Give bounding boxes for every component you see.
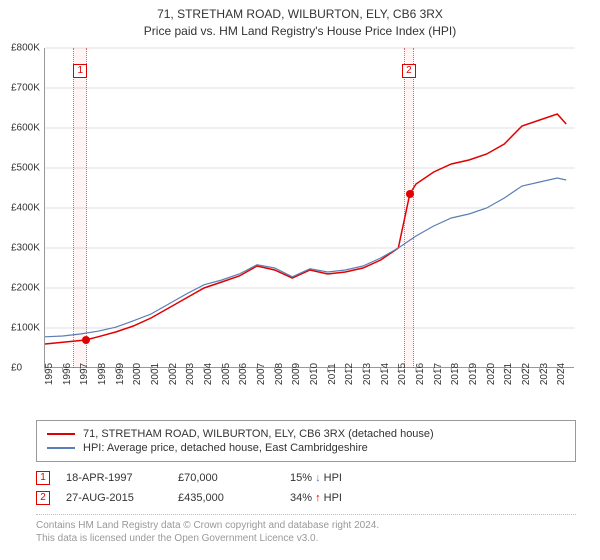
x-tick-label: 1997: [79, 362, 90, 384]
sale-dot: [406, 190, 414, 198]
x-tick-label: 2023: [539, 362, 550, 384]
x-tick-label: 2015: [397, 362, 408, 384]
sales-table: 1 18-APR-1997 £70,000 15% ↓ HPI 2 27-AUG-2015…: [36, 468, 576, 508]
x-tick-label: 2018: [450, 362, 461, 384]
x-tick-label: 2002: [168, 362, 179, 384]
x-tick-label: 2006: [238, 362, 249, 384]
footer-line1: Contains HM Land Registry data © Crown c…: [36, 519, 576, 532]
series-line-hpi: [45, 178, 566, 337]
footer-line2: This data is licensed under the Open Gov…: [36, 532, 576, 545]
legend: 71, STRETHAM ROAD, WILBURTON, ELY, CB6 3…: [36, 420, 576, 462]
x-tick-label: 2013: [362, 362, 373, 384]
y-tick-label: £400K: [11, 202, 40, 213]
x-tick-label: 2004: [203, 362, 214, 384]
sale-marker: 2: [402, 64, 416, 78]
x-tick-label: 2021: [503, 362, 514, 384]
hpi-arrow-icon: ↓: [315, 472, 321, 484]
chart-area: £0£100K£200K£300K£400K£500K£600K£700K£80…: [36, 48, 596, 408]
x-tick-label: 2017: [433, 362, 444, 384]
y-tick-label: £800K: [11, 42, 40, 53]
sales-row: 1 18-APR-1997 £70,000 15% ↓ HPI: [36, 468, 576, 488]
legend-label: 71, STRETHAM ROAD, WILBURTON, ELY, CB6 3…: [83, 428, 434, 440]
sale-shade: [73, 48, 87, 368]
footer-attribution: Contains HM Land Registry data © Crown c…: [36, 514, 576, 545]
sale-hpi-delta: 34% ↑ HPI: [290, 492, 386, 504]
x-tick-label: 2019: [468, 362, 479, 384]
y-tick-label: £500K: [11, 162, 40, 173]
hpi-arrow-icon: ↑: [315, 492, 321, 504]
x-tick-label: 2010: [309, 362, 320, 384]
x-tick-label: 2012: [344, 362, 355, 384]
plot-region: £0£100K£200K£300K£400K£500K£600K£700K£80…: [44, 48, 574, 368]
sale-marker-ref: 2: [36, 491, 50, 505]
y-tick-label: £700K: [11, 82, 40, 93]
title-subtitle: Price paid vs. HM Land Registry's House …: [0, 23, 600, 40]
x-tick-label: 1996: [62, 362, 73, 384]
y-tick-label: £200K: [11, 282, 40, 293]
x-tick-label: 2008: [274, 362, 285, 384]
x-tick-label: 1999: [115, 362, 126, 384]
y-tick-label: £0: [11, 362, 22, 373]
x-tick-label: 2003: [185, 362, 196, 384]
sale-date: 27-AUG-2015: [66, 492, 162, 504]
x-tick-label: 2005: [221, 362, 232, 384]
sale-dot: [82, 336, 90, 344]
x-tick-label: 2016: [415, 362, 426, 384]
title-address: 71, STRETHAM ROAD, WILBURTON, ELY, CB6 3…: [0, 6, 600, 23]
sale-marker-ref: 1: [36, 471, 50, 485]
sale-price: £435,000: [178, 492, 274, 504]
legend-row: HPI: Average price, detached house, East…: [47, 441, 565, 455]
legend-row: 71, STRETHAM ROAD, WILBURTON, ELY, CB6 3…: [47, 427, 565, 441]
y-tick-label: £300K: [11, 242, 40, 253]
sale-marker: 1: [73, 64, 87, 78]
x-tick-label: 2001: [150, 362, 161, 384]
legend-label: HPI: Average price, detached house, East…: [83, 442, 368, 454]
chart-titles: 71, STRETHAM ROAD, WILBURTON, ELY, CB6 3…: [0, 0, 600, 48]
x-tick-label: 1995: [44, 362, 55, 384]
legend-swatch: [47, 447, 75, 449]
legend-swatch: [47, 433, 75, 435]
x-tick-label: 2007: [256, 362, 267, 384]
series-line-price_paid: [45, 114, 566, 344]
sale-hpi-delta: 15% ↓ HPI: [290, 472, 386, 484]
x-tick-label: 2022: [521, 362, 532, 384]
y-tick-label: £100K: [11, 322, 40, 333]
sale-price: £70,000: [178, 472, 274, 484]
sale-shade: [404, 48, 415, 368]
x-tick-label: 2009: [291, 362, 302, 384]
sale-date: 18-APR-1997: [66, 472, 162, 484]
x-tick-label: 2020: [486, 362, 497, 384]
sales-row: 2 27-AUG-2015 £435,000 34% ↑ HPI: [36, 488, 576, 508]
x-tick-label: 1998: [97, 362, 108, 384]
x-tick-label: 2024: [556, 362, 567, 384]
x-tick-label: 2011: [327, 363, 338, 385]
x-tick-label: 2014: [380, 362, 391, 384]
y-tick-label: £600K: [11, 122, 40, 133]
x-tick-label: 2000: [132, 362, 143, 384]
